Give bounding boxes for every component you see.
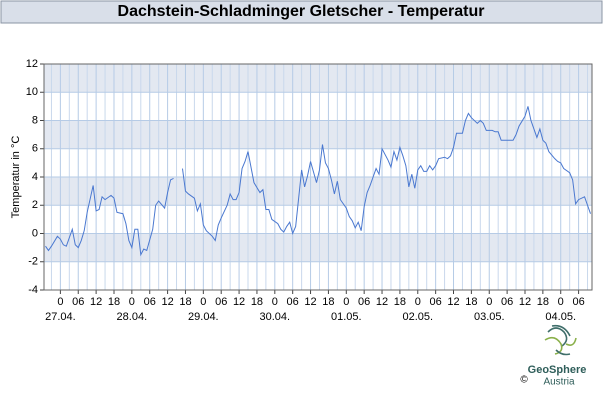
x-tick-label: 06 <box>358 296 370 308</box>
y-tick-label: 0 <box>32 227 38 239</box>
x-tick-label: 06 <box>72 296 84 308</box>
x-group-label: 29.04. <box>188 311 219 323</box>
x-tick-label: 06 <box>287 296 299 308</box>
x-tick-label: 06 <box>501 296 513 308</box>
grid-band <box>44 64 592 93</box>
x-tick-label: 0 <box>415 296 421 308</box>
x-tick-label: 0 <box>558 296 564 308</box>
y-tick-label: -2 <box>28 256 38 268</box>
x-tick-label: 18 <box>537 296 549 308</box>
x-tick-label: 12 <box>233 296 245 308</box>
x-group-label: 04.05. <box>545 311 576 323</box>
x-tick-label: 0 <box>486 296 492 308</box>
x-tick-label: 0 <box>343 296 349 308</box>
x-tick-label: 18 <box>322 296 334 308</box>
x-tick-label: 12 <box>376 296 388 308</box>
x-group-label: 30.04. <box>260 311 291 323</box>
x-tick-label: 12 <box>519 296 531 308</box>
x-tick-label: 06 <box>430 296 442 308</box>
y-tick-label: 10 <box>26 86 38 98</box>
copyright: © <box>520 375 528 386</box>
title-bar <box>0 0 603 24</box>
x-tick-label: 0 <box>272 296 278 308</box>
x-tick-label: 06 <box>215 296 227 308</box>
temperature-line <box>45 106 591 257</box>
x-tick-label: 18 <box>465 296 477 308</box>
plot-border <box>43 63 593 291</box>
chart-title: Dachstein-Schladminger Gletscher - Tempe… <box>118 3 485 20</box>
x-tick-label: 06 <box>572 296 584 308</box>
x-group-label: 28.04. <box>117 311 148 323</box>
logo-sub: Austria <box>543 377 575 388</box>
y-axis-label: Temperatur in °C <box>10 136 22 219</box>
logo-mark <box>544 324 577 356</box>
x-tick-label: 18 <box>251 296 263 308</box>
logo-name: GeoSphere <box>528 364 587 376</box>
x-tick-label: 18 <box>394 296 406 308</box>
grid-band <box>44 120 592 149</box>
x-tick-label: 18 <box>108 296 120 308</box>
y-tick-label: 12 <box>26 58 38 70</box>
x-tick-label: 12 <box>304 296 316 308</box>
y-tick-label: 6 <box>32 143 38 155</box>
x-group-label: 02.05. <box>402 311 433 323</box>
y-tick-label: 8 <box>32 114 38 126</box>
grid-band <box>44 233 592 262</box>
x-group-label: 01.05. <box>331 311 362 323</box>
x-tick-label: 12 <box>90 296 102 308</box>
y-tick-label: -4 <box>28 284 38 296</box>
y-tick-label: 4 <box>32 171 38 183</box>
x-tick-label: 12 <box>447 296 459 308</box>
x-tick-label: 06 <box>144 296 156 308</box>
grid-band <box>44 177 592 206</box>
logo: GeoSphere Austria © <box>520 324 587 388</box>
x-tick-label: 0 <box>57 296 63 308</box>
x-tick-label: 18 <box>179 296 191 308</box>
x-group-label: 03.05. <box>474 311 505 323</box>
x-tick-label: 12 <box>161 296 173 308</box>
y-tick-label: 2 <box>32 199 38 211</box>
x-group-label: 27.04. <box>45 311 76 323</box>
x-tick-label: 0 <box>129 296 135 308</box>
x-tick-label: 0 <box>200 296 206 308</box>
